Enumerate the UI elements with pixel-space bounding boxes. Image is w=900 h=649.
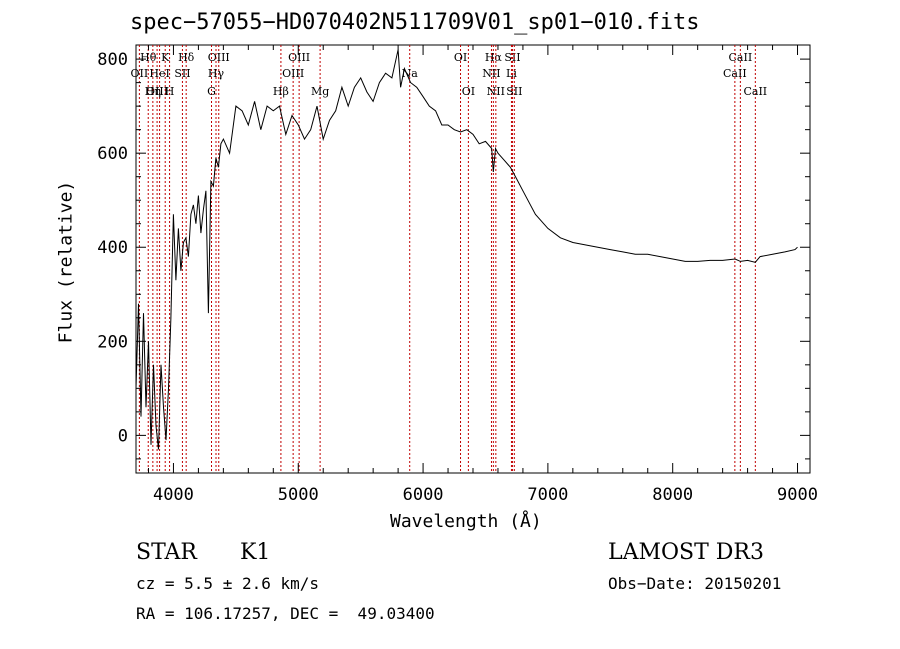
x-tick-label-3: 7000 — [527, 485, 568, 505]
x-tick-label-2: 6000 — [403, 485, 444, 505]
line-marker-label-22: Li — [506, 67, 517, 80]
x-axis-label: Wavelength (Å) — [390, 511, 542, 532]
y-tick-label-4: 800 — [97, 50, 128, 70]
axis-ticks: 4000 5000 6000 7000 8000 9000 0 200 400 600 800 — [97, 45, 818, 505]
line-marker-label-0: Hθ — [140, 51, 157, 64]
chart-title: spec−57055−HD070402N511709V01_sp01−010.f… — [130, 10, 700, 35]
coordinates: RA = 106.17257, DEC = 49.03400 — [136, 604, 435, 623]
line-marker-label-19: Hα — [485, 51, 503, 64]
line-marker-label-12: OIII — [288, 51, 310, 64]
line-marker-label-20: SII — [504, 51, 520, 64]
line-marker-label-27: CaII — [743, 85, 767, 98]
line-marker-label-25: CaII — [729, 51, 753, 64]
y-axis-label: Flux (relative) — [55, 180, 77, 344]
x-tick-label-5: 9000 — [777, 485, 818, 505]
line-marker-label-13: OIII — [282, 67, 304, 80]
line-marker-label-18: OI — [462, 85, 475, 98]
line-marker-label-26: CaII — [723, 67, 747, 80]
obs-date: Obs−Date: 20150201 — [608, 574, 782, 593]
line-marker-label-23: NII — [487, 85, 505, 98]
line-marker-label-2: OIII — [146, 85, 168, 98]
y-tick-label-3: 600 — [97, 144, 128, 164]
object-class: STAR — [136, 540, 197, 565]
line-marker-label-11: G — [207, 85, 216, 98]
x-tick-label-1: 5000 — [278, 485, 319, 505]
x-tick-label-4: 8000 — [652, 485, 693, 505]
line-marker-label-16: Na — [402, 67, 419, 80]
plot-frame — [135, 44, 811, 474]
y-tick-label-2: 400 — [97, 238, 128, 258]
x-tick-label-0: 4000 — [153, 485, 194, 505]
line-marker-label-14: Hβ — [273, 85, 289, 98]
line-marker-label-24: SII — [506, 85, 522, 98]
line-marker-label-7: SII — [174, 67, 190, 80]
line-marker-label-6: Hδ — [178, 51, 195, 64]
y-tick-label-0: 0 — [118, 426, 128, 446]
line-marker-label-15: Mg — [311, 85, 329, 98]
redshift-readout: cz = 5.5 ± 2.6 km/s — [136, 574, 320, 593]
spectrum-line — [135, 49, 798, 450]
line-marker-label-10: Hγ — [208, 67, 225, 80]
line-marker-label-9: OIII — [208, 51, 230, 64]
line-marker-label-8: H — [165, 85, 175, 98]
survey-name: LAMOST DR3 — [608, 540, 764, 565]
line-marker-label-1: OII — [131, 67, 149, 80]
object-subclass: K1 — [240, 540, 271, 565]
line-marker-label-4: HeI — [149, 67, 169, 80]
line-marker-label-3: K — [161, 51, 170, 64]
line-marker-label-21: NII — [482, 67, 500, 80]
line-marker-label-17: OI — [454, 51, 467, 64]
y-tick-label-1: 200 — [97, 332, 128, 352]
line-marker-label-5: Hη — [145, 85, 161, 98]
